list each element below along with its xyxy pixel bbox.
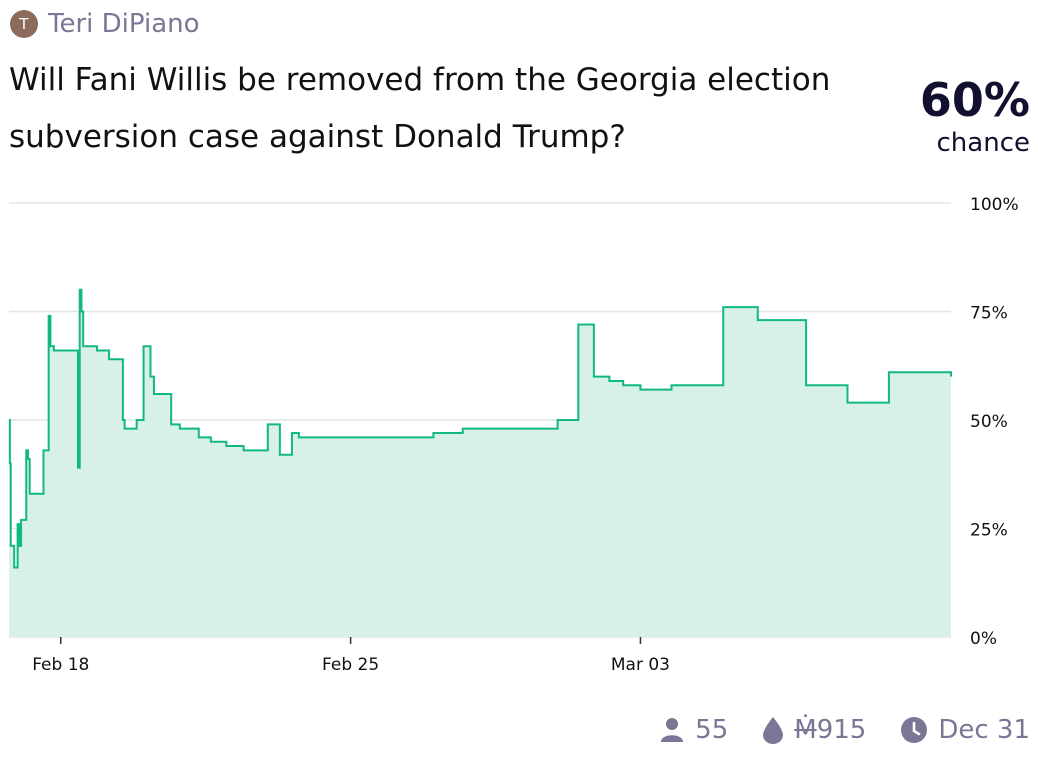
x-tick-label: Mar 03 xyxy=(611,655,670,675)
x-tick-label: Feb 25 xyxy=(322,655,379,675)
probability-display: 60% chance xyxy=(920,72,1030,158)
probability-label: chance xyxy=(936,128,1030,158)
volume-stat: Ṁ915 xyxy=(762,715,866,745)
y-tick-label: 25% xyxy=(970,521,1008,541)
volume-value: Ṁ915 xyxy=(794,715,866,745)
traders-stat: 55 xyxy=(659,715,728,745)
volume-amount: 915 xyxy=(816,715,867,745)
clock-icon xyxy=(901,717,928,743)
series-line xyxy=(8,288,952,569)
author[interactable]: T Teri DiPiano xyxy=(10,8,200,40)
avatar[interactable]: T xyxy=(10,10,38,38)
user-icon xyxy=(661,718,684,742)
probability-chart[interactable]: 0% 25% 50% 75% 100% Feb 18 Feb 25 Mar 03 xyxy=(0,180,1038,690)
probability-value: 60% xyxy=(919,73,1030,127)
close-date-stat[interactable]: Dec 31 xyxy=(900,715,1030,745)
author-name[interactable]: Teri DiPiano xyxy=(48,9,200,39)
series-area xyxy=(9,289,951,637)
y-tick-label: 0% xyxy=(970,629,997,649)
market-stats: 55 Ṁ915 Dec 31 xyxy=(659,712,1030,748)
y-tick-label: 100% xyxy=(970,195,1019,215)
y-tick-label: 75% xyxy=(970,304,1008,324)
mana-symbol: Ṁ xyxy=(794,715,817,745)
question-title: Will Fani Willis be removed from the Geo… xyxy=(9,62,831,155)
x-tick-label: Feb 18 xyxy=(32,655,89,675)
traders-count: 55 xyxy=(695,715,729,745)
close-date: Dec 31 xyxy=(938,715,1030,745)
y-tick-label: 50% xyxy=(970,412,1008,432)
droplet-icon xyxy=(763,717,784,744)
